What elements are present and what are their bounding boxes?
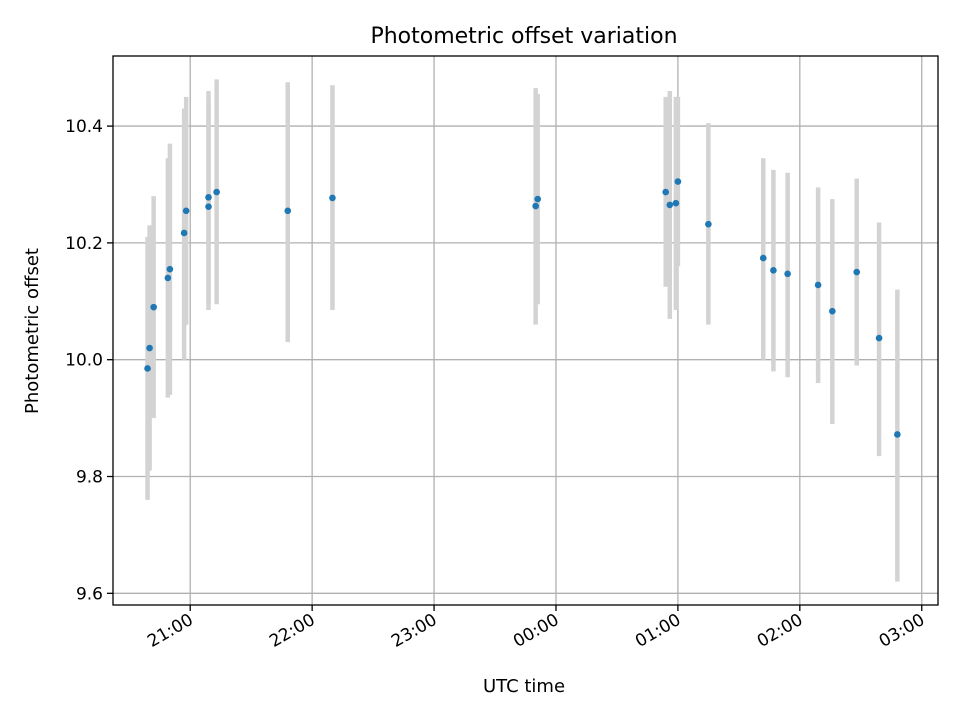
data-point [674,178,682,185]
data-point [672,199,680,207]
data-point [284,207,292,215]
x-axis-ticks: 21:00 22:00 23:00 00:00 01:00 02:00 03:00 [144,605,928,652]
data-point [705,220,712,228]
y-tick-label: 10.2 [65,234,103,254]
data-point [329,194,336,202]
data-point [875,334,883,342]
data-point [182,207,190,215]
y-tick-label: 10.4 [65,117,103,137]
data-point [853,268,861,276]
data-point [164,274,172,282]
x-tick-label: 02:00 [754,610,806,652]
x-tick-label: 03:00 [876,610,928,652]
data-point [534,195,541,203]
x-axis-label: UTC time [483,676,565,697]
x-tick-label: 01:00 [632,610,684,652]
data-point [814,281,822,289]
data-point [770,267,777,274]
data-point [150,303,157,311]
data-point [532,202,539,210]
data-point [662,188,670,196]
data-point [144,365,151,372]
data-point [894,431,901,438]
plot-frame [112,55,939,606]
data-point [180,229,188,237]
grid [113,56,938,605]
y-axis-ticks: 9.6 9.8 10.0 10.2 10.4 [65,117,113,604]
y-axis-label: Photometric offset [22,248,43,414]
y-tick-label: 9.6 [76,584,103,604]
data-point [205,203,212,210]
data-point [829,307,836,315]
x-tick-label: 22:00 [266,610,318,652]
data-point [784,270,791,278]
data-point [205,194,212,201]
data-point [146,344,153,352]
data-points [144,178,901,438]
y-tick-label: 9.8 [76,468,103,488]
x-tick-label: 00:00 [510,610,562,652]
data-point [666,201,674,209]
data-point [166,265,174,273]
y-tick-label: 10.0 [65,351,103,371]
error-bars [145,79,900,582]
chart-title: Photometric offset variation [370,24,677,49]
x-tick-label: 21:00 [144,610,196,652]
x-tick-label: 23:00 [388,610,440,652]
data-point [213,188,220,196]
data-point [759,254,767,262]
